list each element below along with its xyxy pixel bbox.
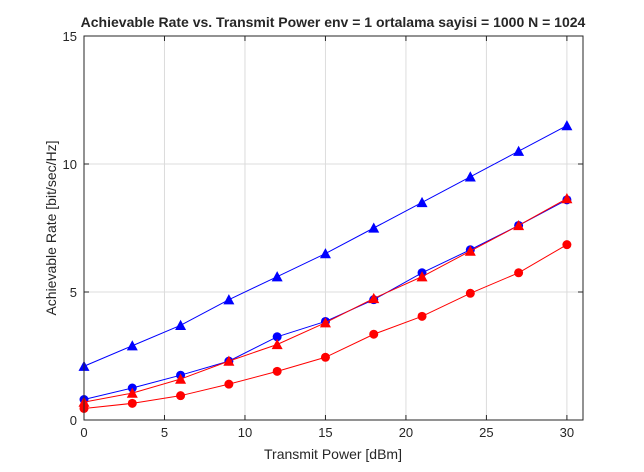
data-point [464, 171, 476, 182]
series-4 [79, 240, 572, 413]
x-tick-label: 20 [399, 425, 413, 440]
ticks: 0 5 10 15 20 25 30 0 5 10 15 [63, 29, 583, 440]
data-point [417, 311, 427, 321]
data-point [368, 222, 380, 233]
series-layer [78, 120, 573, 413]
data-point [561, 193, 573, 204]
data-point [514, 268, 524, 278]
data-point [224, 379, 234, 389]
plot-area [84, 36, 583, 420]
data-point [513, 145, 525, 156]
series-1 [78, 120, 573, 371]
chart-title: Achievable Rate vs. Transmit Power env =… [81, 14, 586, 30]
data-point [465, 288, 475, 298]
data-point [561, 120, 573, 131]
data-point [223, 294, 235, 305]
x-tick-label: 5 [161, 425, 168, 440]
x-tick-label: 30 [560, 425, 574, 440]
data-point [368, 292, 380, 304]
axes-box [83, 35, 584, 421]
data-point [126, 387, 138, 398]
y-tick-label: 10 [63, 157, 77, 172]
y-tick-label: 15 [63, 29, 77, 44]
data-point [175, 319, 187, 330]
x-tick-label: 25 [479, 425, 493, 440]
x-tick-label: 15 [318, 425, 332, 440]
data-point [320, 352, 330, 362]
x-axis-label: Transmit Power [dBm] [264, 446, 402, 462]
data-point [319, 317, 331, 328]
data-point [175, 373, 187, 384]
x-tick-label: 0 [80, 425, 87, 440]
data-point [562, 240, 572, 250]
series-3 [78, 193, 573, 407]
data-point [513, 219, 525, 231]
data-point [176, 391, 186, 401]
data-point [319, 248, 331, 259]
data-point [369, 329, 379, 339]
data-point [223, 355, 235, 366]
data-point [127, 398, 137, 408]
y-tick-label: 5 [70, 285, 77, 300]
data-point [416, 196, 428, 208]
data-point [416, 271, 428, 282]
data-point [126, 340, 138, 351]
y-tick-label: 0 [70, 413, 77, 428]
data-point [272, 366, 282, 376]
y-axis-label: Achievable Rate [bit/sec/Hz] [43, 140, 59, 315]
data-point [271, 338, 283, 350]
data-point [271, 271, 283, 282]
x-tick-label: 10 [238, 425, 252, 440]
data-point [464, 245, 476, 256]
data-point [272, 332, 282, 342]
